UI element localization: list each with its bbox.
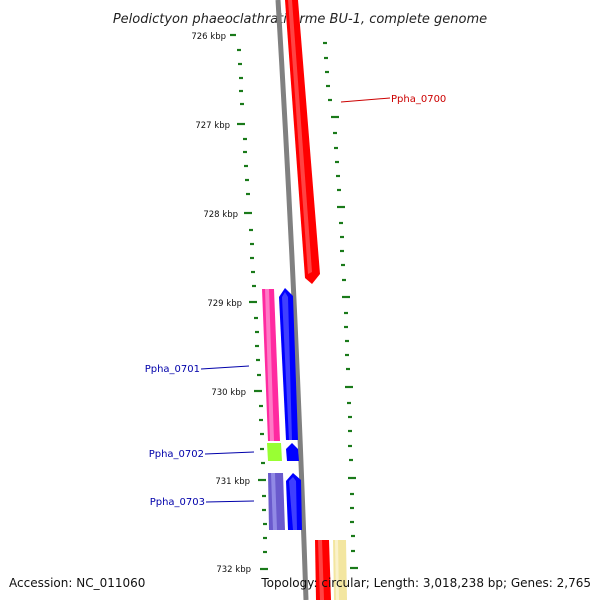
gene-lime[interactable] [267, 443, 282, 461]
gene-ppha-0701-highlight [282, 292, 292, 440]
tick-label-730: 730 kbp [211, 388, 246, 398]
tick-label-729: 729 kbp [207, 299, 242, 309]
gene-pale-yellow[interactable] [333, 540, 347, 600]
gene-label-ppha-0703[interactable]: Ppha_0703 [150, 497, 205, 508]
gene-ppha-0700-highlight [288, 0, 312, 274]
tick-label-726: 726 kbp [191, 32, 226, 42]
tick-label-732: 732 kbp [216, 565, 251, 575]
leader-line-ppha-0701 [200, 365, 250, 370]
tick-label-727: 727 kbp [195, 121, 230, 131]
gene-pale-yellow-highlight [335, 540, 339, 600]
gene-label-ppha-0702[interactable]: Ppha_0702 [149, 449, 204, 460]
tick-label-728: 728 kbp [203, 210, 238, 220]
gene-ppha-0703-highlight [289, 477, 297, 530]
leader-line-ppha-0702 [204, 451, 255, 455]
leader-line-ppha-0703 [205, 500, 255, 503]
gene-red-bottom-highlight [318, 540, 324, 600]
tick-label-731: 731 kbp [215, 477, 250, 487]
scale-ring-outer [323, 41, 358, 570]
map-title: Pelodictyon phaeoclathratiforme BU-1, co… [113, 12, 487, 27]
gene-label-ppha-0701[interactable]: Ppha_0701 [145, 364, 200, 375]
genome-backbone [275, 0, 309, 600]
gene-magenta-highlight [265, 289, 274, 441]
accession-text: Accession: NC_011060 [9, 576, 145, 590]
gene-ppha-0702[interactable] [286, 443, 299, 461]
gene-slate-highlight [271, 473, 277, 530]
leader-line-ppha-0700 [340, 97, 391, 103]
genome-summary-text: Topology: circular; Length: 3,018,238 bp… [260, 576, 591, 590]
scale-ring-inner [230, 33, 268, 571]
gene-label-ppha-0700[interactable]: Ppha_0700 [391, 94, 446, 105]
